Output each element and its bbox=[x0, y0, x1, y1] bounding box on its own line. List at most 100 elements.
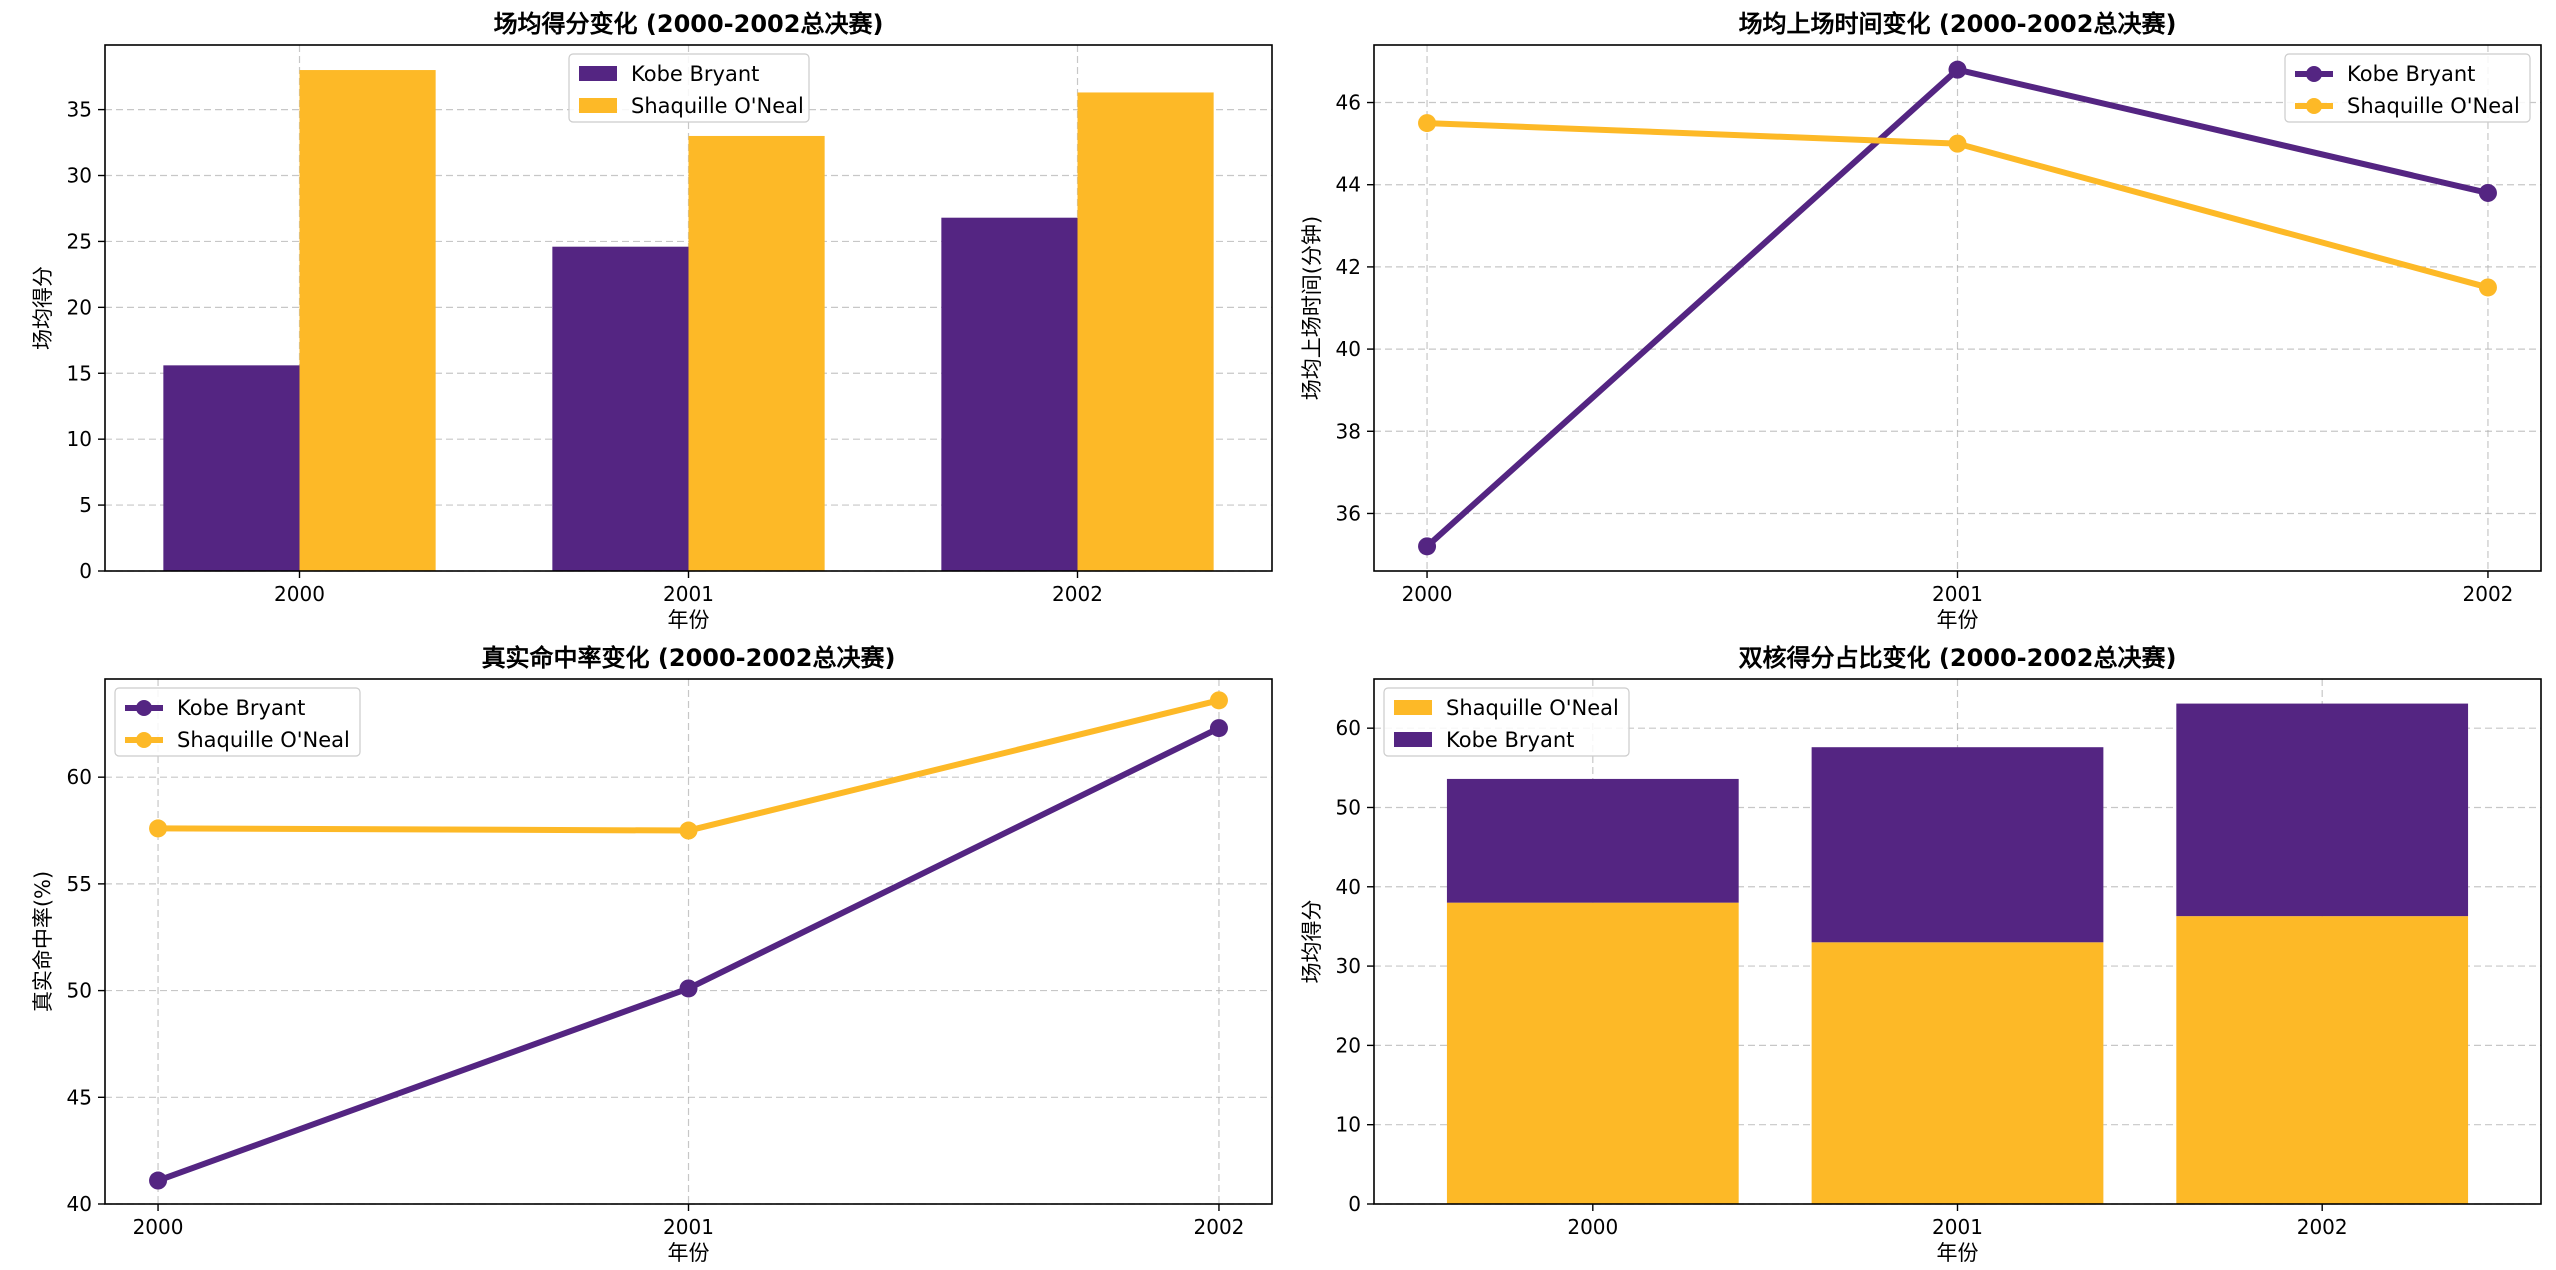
legend-marker-swatch bbox=[136, 732, 152, 748]
stacked-bar-kobe-bryant-2001 bbox=[1811, 747, 2104, 943]
legend-marker-swatch bbox=[2306, 98, 2322, 114]
point-kobe-bryant-2001 bbox=[679, 979, 698, 998]
legend-label: Kobe Bryant bbox=[1446, 728, 1574, 752]
bar-shaquille-o-neal-2000 bbox=[299, 70, 436, 572]
y-tick-label: 30 bbox=[67, 164, 92, 188]
bar-shaquille-o-neal-2001 bbox=[688, 135, 825, 571]
y-tick-label: 55 bbox=[67, 872, 92, 896]
chart-panel-ts: 40 45 50 55 60 2000 2001 2002 真实命中率变化 (2000-2002… bbox=[31, 644, 1273, 1265]
legend-box bbox=[568, 53, 810, 123]
x-tick-label: 2000 bbox=[1567, 1215, 1618, 1239]
point-kobe-bryant-2002 bbox=[2478, 183, 2497, 202]
legend-label: Kobe Bryant bbox=[2347, 62, 2475, 86]
x-tick-label: 2000 bbox=[274, 582, 325, 606]
legend-box bbox=[114, 687, 361, 757]
legend-label: Shaquille O'Neal bbox=[631, 94, 804, 118]
y-tick-label: 20 bbox=[67, 295, 92, 319]
y-tick-label: 38 bbox=[1336, 419, 1361, 443]
legend-label: Kobe Bryant bbox=[177, 696, 305, 720]
legend: Kobe Bryant Shaquille O'Neal bbox=[114, 687, 361, 757]
legend-label: Kobe Bryant bbox=[631, 62, 759, 86]
stacked-bar-shaquille-o-neal-2001 bbox=[1811, 942, 2104, 1204]
y-axis-label: 场均得分 bbox=[1300, 900, 1324, 984]
point-shaquille-o-neal-2000 bbox=[1418, 114, 1437, 133]
y-tick-label: 40 bbox=[67, 1192, 92, 1216]
x-tick-label: 2001 bbox=[663, 582, 714, 606]
point-kobe-bryant-2001 bbox=[1948, 60, 1967, 79]
stacked-bar-shaquille-o-neal-2000 bbox=[1446, 902, 1739, 1204]
chart-panel-share: 0 10 20 30 40 50 60 2000 2001 2002 双核得分占比变化 (2000-… bbox=[1300, 644, 2542, 1265]
chart-title: 真实命中率变化 (2000-2002总决赛) bbox=[482, 644, 896, 672]
bar-kobe-bryant-2000 bbox=[163, 365, 300, 571]
y-tick-label: 45 bbox=[67, 1085, 92, 1109]
x-tick-label: 2002 bbox=[1052, 582, 1103, 606]
legend: Kobe Bryant Shaquille O'Neal bbox=[568, 53, 810, 123]
y-tick-label: 0 bbox=[79, 559, 92, 583]
y-tick-label: 25 bbox=[67, 229, 92, 253]
x-tick-label: 2000 bbox=[1402, 582, 1453, 606]
chart-panel-minutes: 36 38 40 42 44 46 2000 2001 2002 场均上场时间变化 (2000-2… bbox=[1300, 10, 2542, 632]
legend-label: Shaquille O'Neal bbox=[1446, 696, 1619, 720]
y-tick-label: 46 bbox=[1336, 91, 1361, 115]
point-shaquille-o-neal-2001 bbox=[679, 821, 698, 840]
y-tick-label: 36 bbox=[1336, 501, 1361, 525]
x-tick-label: 2002 bbox=[2297, 1215, 2348, 1239]
x-axis-label: 年份 bbox=[668, 608, 710, 632]
x-tick-label: 2001 bbox=[1932, 582, 1983, 606]
x-tick-label: 2002 bbox=[2463, 582, 2514, 606]
chart-title: 双核得分占比变化 (2000-2002总决赛) bbox=[1739, 644, 2177, 672]
bar-kobe-bryant-2002 bbox=[941, 217, 1078, 571]
point-shaquille-o-neal-2002 bbox=[2478, 278, 2497, 297]
legend-box bbox=[1383, 687, 1630, 757]
y-tick-label: 10 bbox=[67, 427, 92, 451]
y-tick-label: 50 bbox=[67, 979, 92, 1003]
point-kobe-bryant-2000 bbox=[1418, 537, 1437, 556]
chart-title: 场均得分变化 (2000-2002总决赛) bbox=[494, 10, 884, 38]
y-tick-label: 50 bbox=[1336, 795, 1361, 819]
y-axis-label: 场均上场时间(分钟) bbox=[1300, 216, 1324, 400]
legend: Shaquille O'Neal Kobe Bryant bbox=[1383, 687, 1630, 757]
y-tick-label: 30 bbox=[1336, 954, 1361, 978]
y-axis-label: 真实命中率(%) bbox=[31, 871, 55, 1012]
point-shaquille-o-neal-2001 bbox=[1948, 134, 1967, 153]
x-tick-label: 2000 bbox=[133, 1215, 184, 1239]
legend-marker-swatch bbox=[2306, 66, 2322, 82]
y-tick-label: 5 bbox=[79, 493, 92, 517]
point-kobe-bryant-2002 bbox=[1209, 719, 1228, 738]
y-tick-label: 44 bbox=[1336, 173, 1361, 197]
stacked-bar-kobe-bryant-2002 bbox=[2176, 703, 2469, 917]
y-tick-label: 60 bbox=[1336, 716, 1361, 740]
legend-color-swatch bbox=[579, 66, 617, 81]
stacked-bar-shaquille-o-neal-2002 bbox=[2176, 916, 2469, 1204]
y-tick-label: 42 bbox=[1336, 255, 1361, 279]
legend-box bbox=[2284, 53, 2531, 123]
y-axis-label: 场均得分 bbox=[31, 266, 55, 350]
stacked-bar-kobe-bryant-2000 bbox=[1446, 778, 1739, 903]
x-tick-label: 2001 bbox=[663, 1215, 714, 1239]
legend-label: Shaquille O'Neal bbox=[2347, 94, 2520, 118]
point-shaquille-o-neal-2000 bbox=[149, 819, 168, 838]
bar-kobe-bryant-2001 bbox=[552, 246, 689, 571]
y-tick-label: 20 bbox=[1336, 1033, 1361, 1057]
legend: Kobe Bryant Shaquille O'Neal bbox=[2284, 53, 2531, 123]
chart-panel-ppg: 0 5 10 15 20 25 30 35 2000 2001 2002 场均得分变化 (2000-2… bbox=[31, 10, 1273, 632]
bar-shaquille-o-neal-2002 bbox=[1077, 92, 1214, 571]
legend-marker-swatch bbox=[136, 700, 152, 716]
y-tick-label: 35 bbox=[67, 98, 92, 122]
x-tick-label: 2001 bbox=[1932, 1215, 1983, 1239]
x-axis-label: 年份 bbox=[1937, 608, 1979, 632]
y-tick-label: 0 bbox=[1348, 1192, 1361, 1216]
legend-color-swatch bbox=[1394, 700, 1432, 715]
legend-color-swatch bbox=[1394, 732, 1432, 747]
point-kobe-bryant-2000 bbox=[149, 1171, 168, 1190]
legend-color-swatch bbox=[579, 98, 617, 113]
y-tick-label: 10 bbox=[1336, 1113, 1361, 1137]
y-tick-label: 40 bbox=[1336, 337, 1361, 361]
y-tick-label: 40 bbox=[1336, 875, 1361, 899]
legend-label: Shaquille O'Neal bbox=[177, 728, 350, 752]
x-tick-label: 2002 bbox=[1194, 1215, 1245, 1239]
y-tick-label: 15 bbox=[67, 361, 92, 385]
point-shaquille-o-neal-2002 bbox=[1209, 691, 1228, 710]
chart-title: 场均上场时间变化 (2000-2002总决赛) bbox=[1739, 10, 2177, 38]
